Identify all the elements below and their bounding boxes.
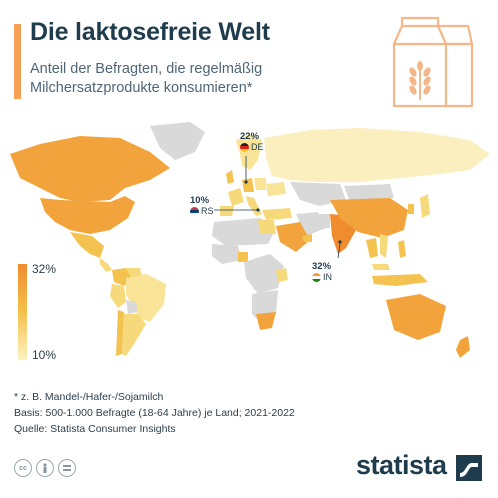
region-west-africa bbox=[212, 244, 242, 264]
country-australia bbox=[386, 294, 446, 340]
country-vietnam bbox=[380, 234, 388, 258]
footnote-basis: Basis: 500-1.000 Befragte (18-64 Jahre) … bbox=[14, 407, 295, 419]
country-argentina bbox=[122, 314, 146, 356]
country-ukraine bbox=[266, 182, 286, 196]
region-scandinavia bbox=[236, 134, 262, 170]
person-icon[interactable] bbox=[36, 459, 54, 477]
country-poland bbox=[254, 178, 266, 190]
callout-india: 32% IN bbox=[312, 261, 332, 283]
country-italy bbox=[246, 196, 262, 216]
country-saudi-arabia bbox=[276, 222, 310, 252]
callout-germany-code: DE bbox=[251, 142, 264, 152]
brand-wordmark[interactable]: statista bbox=[356, 450, 447, 480]
legend-color-scale bbox=[18, 264, 27, 360]
country-france bbox=[228, 188, 244, 206]
germany-flag-icon bbox=[240, 143, 249, 153]
country-venezuela bbox=[126, 268, 142, 278]
milk-carton-wheat-icon bbox=[392, 16, 474, 108]
callout-india-pct: 32% bbox=[312, 261, 332, 272]
country-egypt bbox=[258, 220, 276, 234]
country-malaysia bbox=[372, 264, 390, 270]
callout-serbia-code: RS bbox=[201, 206, 214, 216]
country-russia bbox=[264, 128, 490, 182]
title-accent-bar bbox=[14, 24, 21, 99]
country-korea bbox=[408, 204, 414, 214]
legend-max-label: 32% bbox=[32, 262, 57, 276]
callout-germany-pct: 22% bbox=[240, 131, 260, 142]
country-nigeria bbox=[238, 252, 248, 262]
callout-india-code: IN bbox=[323, 272, 332, 282]
country-usa bbox=[40, 196, 135, 234]
page-title: Die laktosefreie Welt bbox=[30, 18, 270, 46]
country-japan bbox=[420, 194, 430, 218]
footnotes: * z. B. Mandel-/Hafer-/Sojamilch Basis: … bbox=[14, 389, 295, 437]
country-mongolia bbox=[344, 184, 394, 202]
country-new-zealand bbox=[456, 336, 470, 358]
legend-min-label: 10% bbox=[32, 348, 57, 362]
country-canada bbox=[10, 136, 170, 202]
country-kenya bbox=[276, 268, 288, 282]
cc-icon[interactable]: cc bbox=[14, 459, 32, 477]
country-philippines bbox=[398, 240, 406, 258]
country-pakistan bbox=[316, 214, 330, 228]
country-turkey bbox=[262, 208, 292, 220]
callout-serbia: 10% RS bbox=[190, 195, 214, 217]
country-greenland bbox=[150, 122, 205, 160]
statista-logo-icon[interactable] bbox=[456, 455, 482, 481]
country-spain bbox=[220, 206, 234, 216]
country-uae bbox=[302, 234, 312, 242]
country-peru bbox=[110, 284, 126, 308]
callout-germany: 22% DE bbox=[240, 131, 264, 153]
country-china bbox=[330, 198, 408, 238]
equals-icon[interactable] bbox=[58, 459, 76, 477]
country-chile bbox=[116, 310, 124, 356]
india-flag-icon bbox=[312, 273, 321, 283]
world-map bbox=[10, 122, 490, 358]
footnote-products: * z. B. Mandel-/Hafer-/Sojamilch bbox=[14, 391, 164, 403]
country-indonesia bbox=[372, 274, 428, 286]
country-germany bbox=[242, 178, 254, 192]
country-uk bbox=[226, 170, 234, 184]
region-central-africa bbox=[244, 254, 284, 294]
country-south-africa bbox=[256, 312, 276, 330]
footnote-source: Quelle: Statista Consumer Insights bbox=[14, 423, 176, 435]
serbia-flag-icon bbox=[190, 207, 199, 217]
country-thailand bbox=[366, 238, 378, 258]
region-central-america bbox=[100, 258, 112, 272]
callout-serbia-pct: 10% bbox=[190, 195, 210, 206]
page-subtitle: Anteil der Befragten, die regelmäßig Mil… bbox=[30, 61, 263, 96]
license-icons: cc bbox=[14, 459, 76, 477]
country-bolivia bbox=[126, 300, 138, 314]
country-mexico bbox=[70, 232, 104, 258]
